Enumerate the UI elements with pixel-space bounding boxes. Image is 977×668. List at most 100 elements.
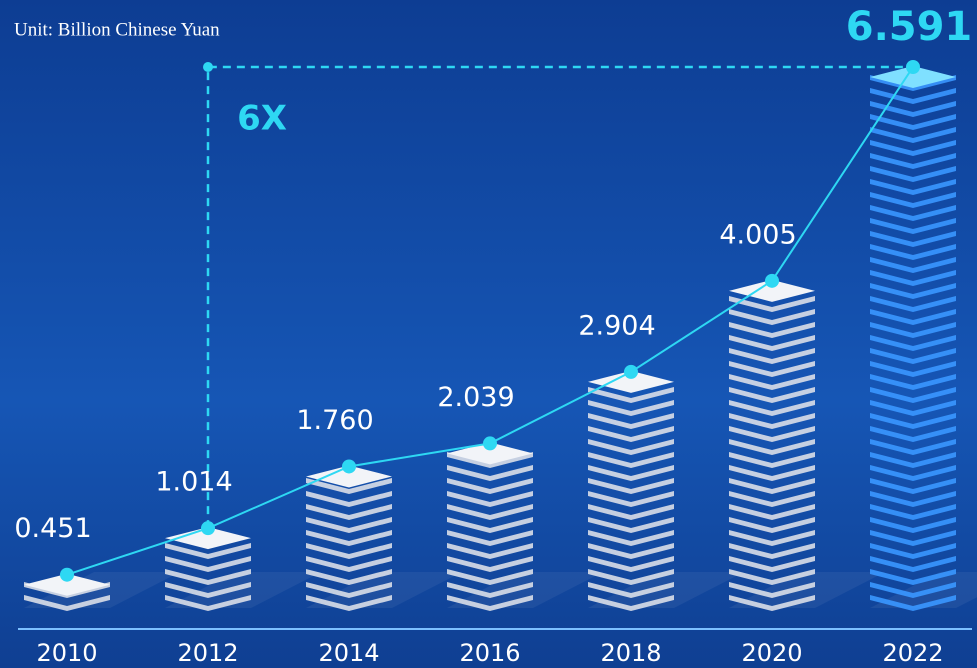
plate (165, 595, 251, 611)
plate (870, 465, 956, 481)
plate (870, 517, 956, 533)
point (765, 273, 779, 288)
guide-line (206, 65, 913, 529)
plate (729, 335, 815, 351)
plate (165, 569, 251, 585)
x-tick-label: 2016 (459, 639, 520, 667)
plate (729, 374, 815, 390)
plate (870, 179, 956, 195)
plate-top (306, 465, 392, 488)
plate (870, 257, 956, 273)
bar (729, 279, 885, 611)
value-label: 4.005 (719, 219, 796, 250)
plate (870, 140, 956, 156)
plate (870, 114, 956, 130)
plate (588, 530, 674, 546)
plate (306, 543, 392, 559)
plate-top (729, 279, 815, 302)
bar (588, 370, 744, 611)
plate (870, 231, 956, 247)
x-tick-label: 2010 (36, 639, 97, 667)
plate (306, 582, 392, 598)
plate (447, 478, 533, 494)
plate (870, 452, 956, 468)
plate (870, 127, 956, 143)
plate (870, 387, 956, 403)
plate (870, 413, 956, 429)
plate (588, 400, 674, 416)
plate (306, 478, 392, 494)
x-tick-label: 2014 (318, 639, 379, 667)
plate (165, 543, 251, 559)
plate (447, 595, 533, 611)
plate (306, 491, 392, 507)
value-label: 1.760 (296, 405, 373, 436)
plate (870, 569, 956, 585)
plate (729, 296, 815, 312)
point (624, 364, 638, 379)
plate (870, 530, 956, 546)
plate (729, 543, 815, 559)
plate (729, 595, 815, 611)
plate (729, 426, 815, 442)
x-tick-label: 2022 (882, 639, 943, 667)
plate (729, 582, 815, 598)
x-tick-label: 2020 (741, 639, 802, 667)
plate (306, 530, 392, 546)
value-label: 1.014 (155, 467, 232, 498)
plate (588, 439, 674, 455)
plate (870, 348, 956, 364)
plate (870, 205, 956, 221)
plate-top (165, 527, 251, 550)
plate (870, 309, 956, 325)
bar (870, 66, 977, 611)
plate (588, 387, 674, 403)
plate (870, 244, 956, 260)
plate (447, 465, 533, 481)
plate (870, 504, 956, 520)
plate (870, 88, 956, 104)
plate-top (24, 573, 110, 596)
plate (870, 322, 956, 338)
plate (588, 452, 674, 468)
plate (729, 491, 815, 507)
plate (729, 504, 815, 520)
plate (870, 361, 956, 377)
plate (870, 426, 956, 442)
plate (870, 101, 956, 117)
plate (165, 582, 251, 598)
plate (306, 556, 392, 572)
plate (729, 452, 815, 468)
x-tick-label: 2018 (600, 639, 661, 667)
plate-top (870, 66, 956, 88)
plate (729, 569, 815, 585)
plate (24, 595, 110, 611)
plate (870, 192, 956, 208)
plate (165, 556, 251, 572)
plate (729, 465, 815, 481)
bar-shadow (447, 572, 603, 608)
plate (729, 322, 815, 338)
bar-shadow (588, 572, 744, 608)
plate (870, 478, 956, 494)
plate (870, 439, 956, 455)
point (342, 459, 356, 474)
plate (588, 504, 674, 520)
plate (447, 530, 533, 546)
value-label: 2.904 (578, 310, 655, 341)
bar (447, 442, 603, 611)
plate (447, 452, 533, 468)
plate (729, 439, 815, 455)
point (201, 521, 215, 536)
plate (870, 166, 956, 182)
value-label: 6.591 (846, 4, 973, 50)
plate (870, 153, 956, 169)
plate (447, 543, 533, 559)
point (906, 60, 920, 74)
plate (447, 491, 533, 507)
point (60, 567, 74, 582)
plate (306, 517, 392, 533)
plate-top (588, 370, 674, 393)
bar (165, 527, 321, 611)
plate (870, 543, 956, 559)
